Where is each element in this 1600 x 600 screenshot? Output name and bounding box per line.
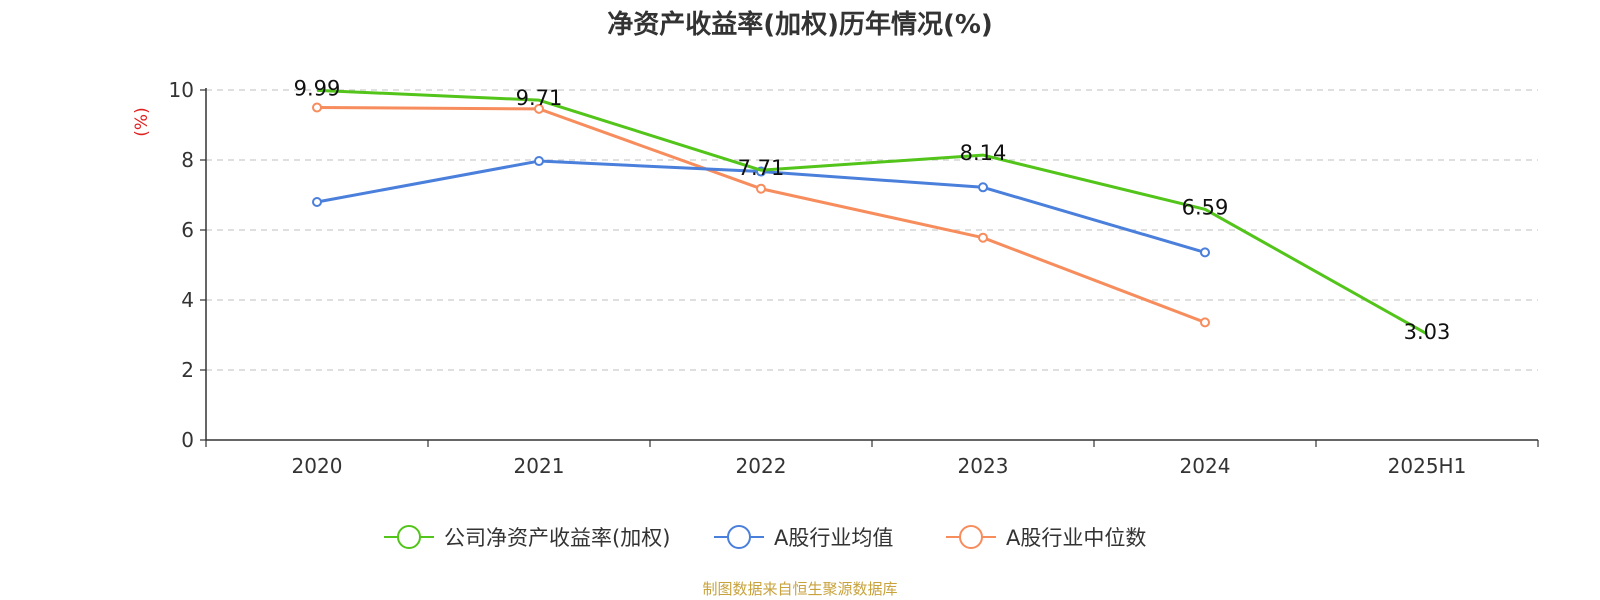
data-label: 6.59 (1182, 195, 1229, 219)
series-line (316, 88, 1428, 336)
y-tick-label: 10 (169, 78, 194, 102)
y-tick-label: 6 (181, 218, 194, 242)
data-label: 3.03 (1404, 320, 1451, 344)
legend-marker (727, 525, 751, 549)
x-tick-label: 2025H1 (1388, 454, 1467, 478)
y-tick-label: 2 (181, 358, 194, 382)
series-lines (312, 88, 1428, 336)
legend-label: A股行业中位数 (1006, 526, 1146, 550)
data-label: 9.71 (516, 86, 563, 110)
x-tick-label: 2022 (736, 454, 787, 478)
data-label: 8.14 (960, 141, 1007, 165)
series-line (316, 106, 1206, 324)
y-axis-label: (%) (132, 107, 152, 136)
y-tick-label: 8 (181, 148, 194, 172)
data-label: 7.71 (738, 156, 785, 180)
legend-marker (397, 525, 421, 549)
data-point (1200, 247, 1210, 258)
legend-item-0: 公司净资产收益率(加权) (384, 525, 670, 550)
data-point (1200, 317, 1210, 328)
source-note: 制图数据来自恒生聚源数据库 (702, 580, 898, 598)
chart-title: 净资产收益率(加权)历年情况(%) (607, 10, 993, 40)
data-point (978, 182, 988, 193)
data-point (312, 102, 322, 113)
series-2 (312, 102, 1210, 328)
data-label: 9.99 (294, 76, 341, 100)
x-tick-label: 2024 (1180, 454, 1231, 478)
y-tick-label: 0 (181, 428, 194, 452)
data-point (534, 156, 544, 167)
data-point (312, 197, 322, 207)
legend-marker (959, 525, 983, 549)
y-tick-label: 4 (181, 288, 194, 312)
data-point (756, 183, 766, 194)
axes: 0 2 4 6 8 10 2020 2021 2022 2023 2024 2025H1 (169, 78, 1539, 478)
legend-label: A股行业均值 (774, 526, 893, 550)
x-tick-label: 2020 (292, 454, 343, 478)
legend: 公司净资产收益率(加权) A股行业均值 A股行业中位数 (384, 525, 1146, 550)
x-tick-label: 2023 (958, 454, 1009, 478)
data-point (978, 232, 988, 243)
legend-item-2: A股行业中位数 (946, 525, 1146, 550)
data-labels: 9.99 9.71 7.71 8.14 6.59 3.03 (294, 76, 1451, 344)
legend-label: 公司净资产收益率(加权) (444, 526, 670, 550)
data-point (534, 103, 544, 114)
x-tick-label: 2021 (514, 454, 565, 478)
legend-item-1: A股行业均值 (714, 525, 893, 550)
series-0 (316, 88, 1428, 336)
grid-lines (206, 89, 1538, 371)
